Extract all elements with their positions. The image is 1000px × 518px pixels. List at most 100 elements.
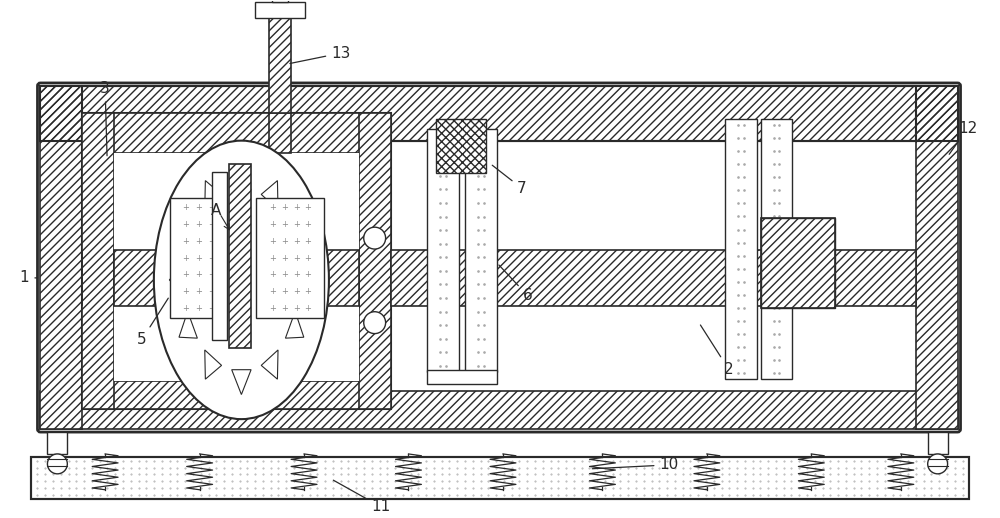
Polygon shape xyxy=(169,265,185,295)
Text: +: + xyxy=(281,220,288,229)
Text: +: + xyxy=(195,253,202,263)
Ellipse shape xyxy=(154,141,329,419)
Polygon shape xyxy=(285,222,304,248)
Polygon shape xyxy=(205,350,222,379)
Bar xyxy=(82,86,916,141)
Bar xyxy=(40,86,82,429)
Bar xyxy=(761,218,835,308)
Polygon shape xyxy=(298,265,313,295)
Text: +: + xyxy=(281,304,288,313)
Text: 6: 6 xyxy=(499,265,533,304)
Bar xyxy=(212,172,227,340)
Bar xyxy=(256,198,324,318)
Bar xyxy=(269,18,291,113)
Bar xyxy=(82,381,391,409)
Text: 3: 3 xyxy=(100,81,110,156)
Polygon shape xyxy=(179,222,197,248)
Text: +: + xyxy=(208,220,215,229)
Text: +: + xyxy=(182,204,189,212)
Text: +: + xyxy=(305,270,311,279)
Bar xyxy=(761,119,792,379)
Text: +: + xyxy=(305,287,311,296)
Bar xyxy=(82,113,114,409)
Text: +: + xyxy=(293,253,300,263)
Bar xyxy=(725,119,757,379)
Circle shape xyxy=(47,454,67,474)
Text: +: + xyxy=(305,237,311,246)
Text: A: A xyxy=(211,203,222,218)
Bar xyxy=(40,86,958,141)
Bar xyxy=(436,119,486,174)
Text: +: + xyxy=(293,204,300,212)
Bar xyxy=(82,113,391,409)
Text: +: + xyxy=(281,204,288,212)
Text: 1: 1 xyxy=(20,270,38,285)
Polygon shape xyxy=(232,165,251,190)
Text: +: + xyxy=(182,237,189,246)
FancyBboxPatch shape xyxy=(37,83,961,432)
Text: +: + xyxy=(293,270,300,279)
Text: +: + xyxy=(182,304,189,313)
Text: +: + xyxy=(269,304,276,313)
Text: +: + xyxy=(208,237,215,246)
Text: 7: 7 xyxy=(492,165,527,196)
Bar xyxy=(255,3,305,18)
Text: 11: 11 xyxy=(333,480,390,514)
Text: +: + xyxy=(195,204,202,212)
Text: +: + xyxy=(269,204,276,212)
Bar xyxy=(31,457,969,499)
Text: +: + xyxy=(208,270,215,279)
Text: +: + xyxy=(293,220,300,229)
Text: 2: 2 xyxy=(700,325,734,377)
Circle shape xyxy=(364,227,386,249)
Text: 12: 12 xyxy=(949,121,977,154)
Text: +: + xyxy=(269,237,276,246)
Polygon shape xyxy=(285,311,304,338)
Text: +: + xyxy=(269,220,276,229)
Bar xyxy=(916,86,958,429)
Bar xyxy=(928,432,948,454)
Text: 5: 5 xyxy=(137,298,168,347)
Bar xyxy=(391,250,916,306)
Text: +: + xyxy=(195,287,202,296)
Bar xyxy=(36,459,963,487)
Bar xyxy=(465,128,497,372)
Bar xyxy=(170,198,227,318)
Bar xyxy=(272,0,288,3)
Text: +: + xyxy=(281,270,288,279)
Text: +: + xyxy=(269,270,276,279)
Polygon shape xyxy=(261,350,278,379)
Text: +: + xyxy=(305,204,311,212)
Text: +: + xyxy=(281,287,288,296)
Text: 10: 10 xyxy=(592,457,679,472)
Text: +: + xyxy=(182,270,189,279)
Bar xyxy=(114,153,359,381)
Text: +: + xyxy=(208,287,215,296)
Text: 13: 13 xyxy=(290,46,351,64)
Text: +: + xyxy=(195,237,202,246)
Text: +: + xyxy=(293,287,300,296)
Text: +: + xyxy=(281,237,288,246)
Text: +: + xyxy=(208,304,215,313)
Text: +: + xyxy=(293,237,300,246)
Text: +: + xyxy=(195,220,202,229)
Text: +: + xyxy=(182,287,189,296)
Text: +: + xyxy=(182,220,189,229)
Text: +: + xyxy=(269,287,276,296)
Bar xyxy=(761,218,835,308)
Text: +: + xyxy=(208,204,215,212)
Bar xyxy=(359,113,391,409)
Text: +: + xyxy=(281,253,288,263)
Bar xyxy=(47,432,67,454)
Text: +: + xyxy=(305,304,311,313)
Bar xyxy=(40,86,958,141)
Polygon shape xyxy=(261,181,278,210)
Bar xyxy=(114,260,359,296)
Bar xyxy=(82,86,916,141)
Circle shape xyxy=(928,454,948,474)
Circle shape xyxy=(364,312,386,334)
Polygon shape xyxy=(232,370,251,395)
Text: +: + xyxy=(208,253,215,263)
Bar xyxy=(31,457,969,499)
Text: +: + xyxy=(195,270,202,279)
